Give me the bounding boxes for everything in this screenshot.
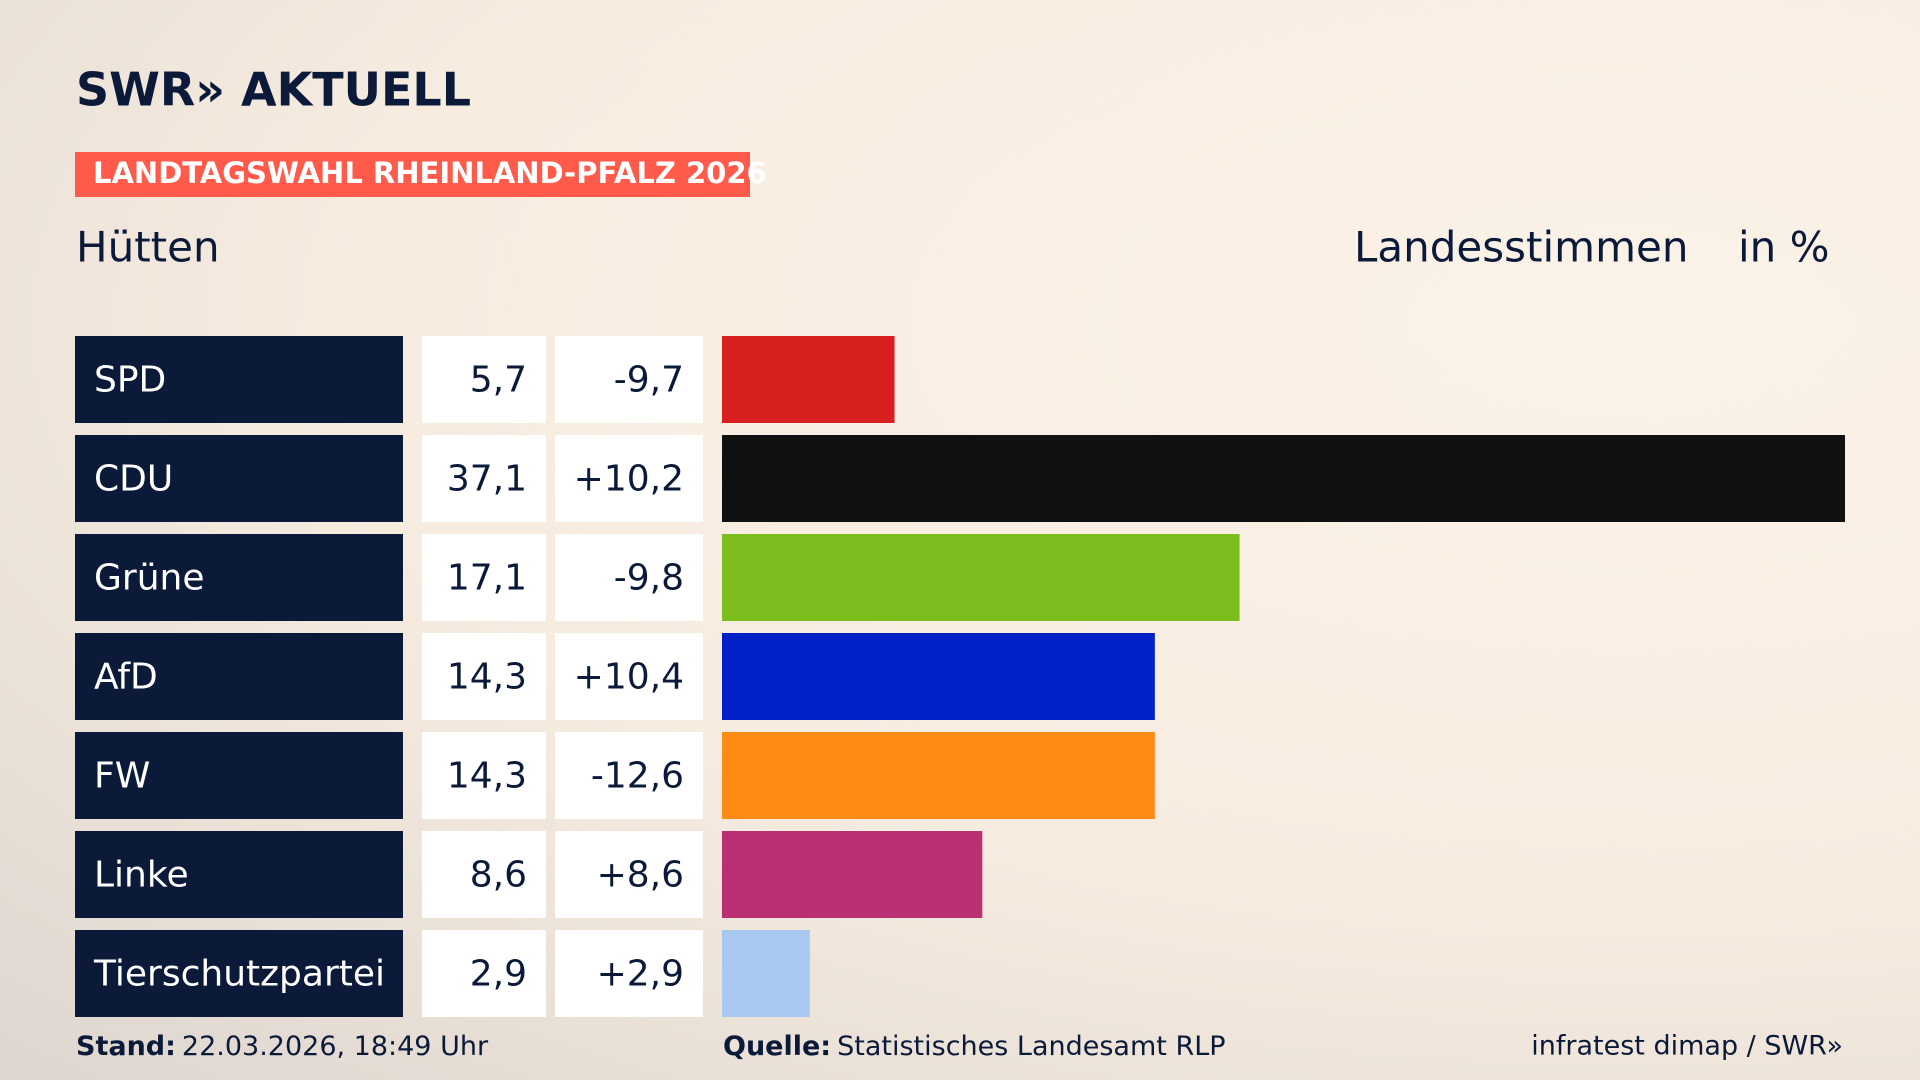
change-box (555, 534, 703, 621)
change-label: +10,4 (574, 657, 684, 698)
footer-source: Quelle: Statistisches Landesamt RLP (723, 1031, 1226, 1062)
credit: infratest dimap / SWR» (1531, 1031, 1843, 1062)
value-box (422, 831, 546, 918)
party-box (75, 336, 403, 423)
logo: SWR» AKTUELL (76, 63, 471, 117)
value-label: 8,6 (470, 855, 527, 896)
value-label: 2,9 (470, 954, 527, 995)
value-label: 37,1 (447, 459, 527, 500)
source-label: Quelle: (723, 1031, 831, 1062)
value-box (422, 930, 546, 1017)
change-label: -9,8 (614, 558, 684, 599)
change-box (555, 732, 703, 819)
change-box (555, 633, 703, 720)
change-box (555, 831, 703, 918)
chart-title: Hütten (76, 223, 220, 272)
value-box (422, 336, 546, 423)
footer-stand: Stand: 22.03.2026, 18:49 Uhr (76, 1031, 489, 1062)
party-box (75, 534, 403, 621)
value-label: 17,1 (447, 558, 527, 599)
change-label: -12,6 (591, 756, 684, 797)
party-name: AfD (94, 657, 158, 698)
value-box (422, 633, 546, 720)
source: Statistisches Landesamt RLP (837, 1031, 1225, 1062)
party-name: Grüne (94, 558, 204, 599)
party-name: Tierschutzpartei (93, 954, 385, 995)
change-label: +8,6 (597, 855, 684, 896)
bar (722, 336, 895, 423)
value-box (422, 732, 546, 819)
party-box (75, 732, 403, 819)
bar (722, 534, 1240, 621)
value-label: 14,3 (447, 756, 527, 797)
party-box (75, 435, 403, 522)
change-box (555, 435, 703, 522)
banner: LANDTAGSWAHL RHEINLAND-PFALZ 2026 (93, 156, 767, 190)
party-name: FW (94, 756, 150, 797)
stand-label: Stand: (76, 1031, 176, 1062)
party-box (75, 930, 403, 1017)
bar (722, 732, 1155, 819)
value-heading: Landesstimmen (1354, 223, 1688, 272)
bar (722, 435, 1845, 522)
stand: 22.03.2026, 18:49 Uhr (182, 1031, 489, 1062)
banner-bg (75, 152, 750, 197)
bar (722, 930, 810, 1017)
party-name: SPD (94, 360, 166, 401)
bar (722, 831, 983, 918)
change-box (555, 336, 703, 423)
bar (722, 633, 1155, 720)
change-label: -9,7 (614, 360, 684, 401)
change-label: +2,9 (597, 954, 684, 995)
value-label: 14,3 (447, 657, 527, 698)
party-box (75, 633, 403, 720)
change-box (555, 930, 703, 1017)
value-label: 5,7 (470, 360, 527, 401)
party-name: Linke (94, 855, 189, 896)
value-box (422, 435, 546, 522)
change-label: +10,2 (574, 459, 684, 500)
unit: in % (1738, 223, 1830, 272)
party-box (75, 831, 403, 918)
value-box (422, 534, 546, 621)
party-name: CDU (94, 459, 173, 500)
